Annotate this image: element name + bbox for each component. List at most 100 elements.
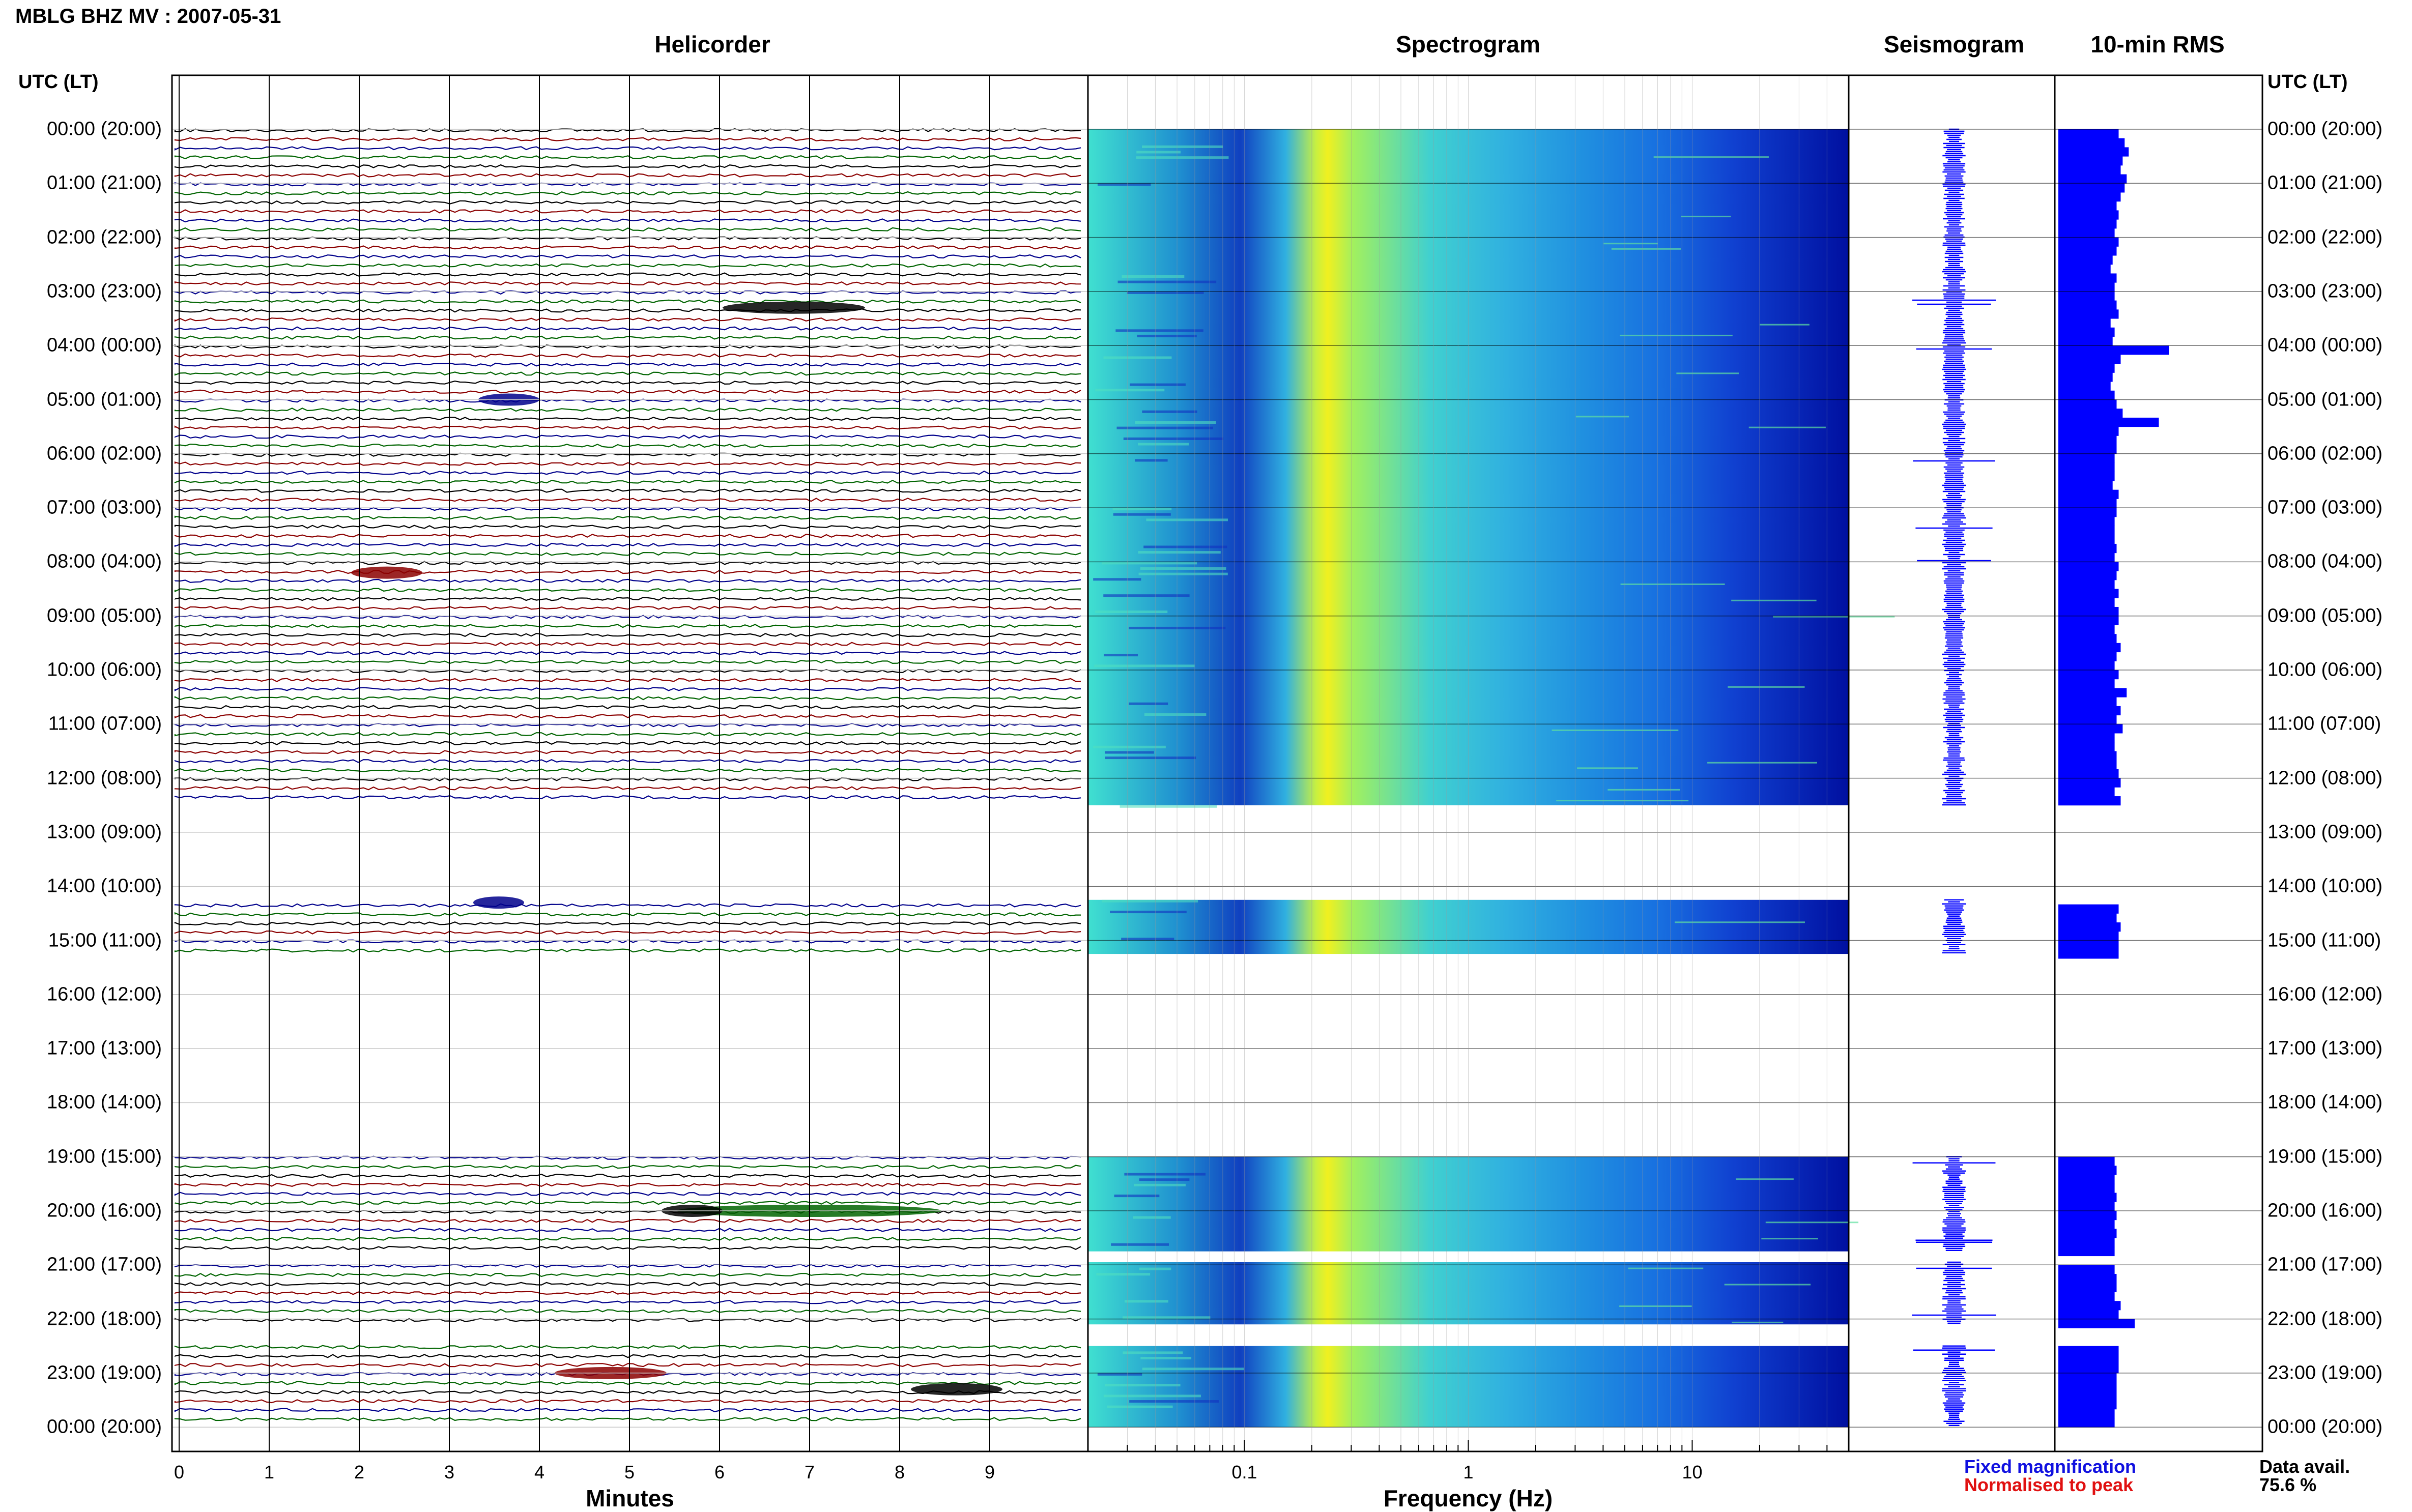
- spectrogram-streak: [1103, 594, 1190, 597]
- time-label-right: 01:00 (21:00): [2267, 172, 2383, 194]
- rms-bar: [2058, 472, 2115, 481]
- spectrogram-streak: [1707, 762, 1817, 764]
- rms-bar: [2058, 219, 2117, 229]
- rms-bar: [2058, 174, 2127, 184]
- rms-bar: [2058, 1418, 2115, 1428]
- rms-title: 10-min RMS: [2090, 31, 2225, 57]
- rms-bar: [2058, 949, 2119, 959]
- spectrogram-streak: [1603, 243, 1658, 245]
- rms-bar: [2058, 931, 2119, 941]
- rms-bar: [2058, 1175, 2115, 1184]
- spectrogram-streak: [1123, 1316, 1211, 1319]
- grid-lines: [172, 75, 2262, 1451]
- time-label-left: 15:00 (11:00): [48, 929, 162, 951]
- helicorder-line: [174, 191, 1081, 196]
- helicorder-line: [174, 525, 1081, 529]
- helicorder-line: [174, 561, 1081, 565]
- rms-bar: [2058, 769, 2119, 779]
- helicorder-line: [174, 1245, 1081, 1251]
- rms-bar: [2058, 409, 2123, 418]
- spectrogram-streak: [1097, 183, 1151, 186]
- helicorder-line: [174, 416, 1081, 421]
- helicorder-line: [174, 759, 1081, 764]
- time-label-left: 22:00 (18:00): [46, 1308, 162, 1330]
- time-label-left: 08:00 (04:00): [46, 550, 162, 572]
- helicorder-line: [174, 479, 1081, 484]
- rms-bar: [2058, 228, 2115, 238]
- helicorder-line: [174, 1272, 1081, 1277]
- spectrogram-streak: [1121, 938, 1174, 941]
- helicorder-line: [174, 263, 1081, 268]
- helicorder-line: [174, 1309, 1081, 1313]
- helicorder-line: [174, 695, 1081, 701]
- spectrogram-streak: [1135, 459, 1168, 462]
- spectrogram-streak: [1093, 578, 1141, 581]
- spectrogram-streak: [1724, 1284, 1811, 1286]
- helicorder-line: [174, 254, 1081, 259]
- spectrogram-streak: [1119, 805, 1217, 808]
- rms-bar: [2058, 336, 2113, 346]
- rms-bar: [2058, 390, 2115, 400]
- spectrogram-streak: [1142, 410, 1197, 413]
- seismic-event: [473, 896, 524, 909]
- helicorder-line: [174, 498, 1081, 502]
- seismogram-trace: [1912, 128, 1996, 1427]
- helicorder-line: [174, 578, 1081, 583]
- seismogram-segment: [1912, 128, 1996, 806]
- spectrogram-streak: [1138, 572, 1228, 575]
- rms-bar: [2058, 543, 2117, 554]
- spectrogram-streak: [1116, 426, 1214, 429]
- rms-bar: [2058, 706, 2121, 716]
- spectrogram-streak: [1138, 443, 1189, 446]
- rms-bar: [2058, 156, 2123, 166]
- helicorder-line: [174, 1354, 1081, 1358]
- time-label-right: 03:00 (23:00): [2267, 280, 2383, 302]
- rms-bar: [2058, 246, 2117, 256]
- rms-bar: [2058, 354, 2121, 364]
- time-label-left: 17:00 (13:00): [46, 1037, 162, 1059]
- rms-bar: [2058, 183, 2125, 193]
- rms-bar: [2058, 904, 2119, 914]
- rms-bar: [2058, 1409, 2115, 1418]
- rms-bar: [2058, 372, 2113, 382]
- spectrogram-streak: [1105, 751, 1154, 754]
- rms-bar: [2058, 796, 2121, 806]
- spectrogram-streak: [1106, 1405, 1173, 1408]
- spectrogram-title: Spectrogram: [1396, 31, 1540, 57]
- rms-bar: [2058, 606, 2119, 617]
- rms-bar: [2058, 382, 2111, 391]
- minute-tick-label: 7: [804, 1462, 815, 1482]
- helicorder-line: [174, 605, 1081, 610]
- helicorder-line: [174, 948, 1081, 953]
- helicorder-line: [174, 768, 1081, 773]
- helicorder-line: [174, 705, 1081, 710]
- rms-bar: [2058, 598, 2115, 607]
- time-label-left: 14:00 (10:00): [46, 875, 162, 897]
- spectrogram-streak: [1129, 626, 1226, 629]
- helicorder-line: [174, 209, 1081, 214]
- spectrogram-streak: [1139, 1178, 1190, 1181]
- time-label-right: 19:00 (15:00): [2267, 1146, 2383, 1168]
- spectrogram-streak: [1115, 329, 1203, 332]
- rms-bar: [2058, 147, 2129, 157]
- rms-bar: [2058, 445, 2117, 454]
- helicorder-line: [174, 173, 1081, 178]
- rms-bar: [2058, 489, 2119, 499]
- rms-bar: [2058, 1246, 2115, 1257]
- seismic-event: [723, 301, 865, 314]
- rms-bar: [2058, 1238, 2115, 1247]
- time-label-right: 09:00 (05:00): [2267, 605, 2383, 627]
- rms-bar: [2058, 1265, 2115, 1274]
- seismogram-segment: [1912, 1156, 1996, 1251]
- spectrogram-streak: [1117, 280, 1217, 283]
- spectrogram-streak: [1110, 911, 1187, 914]
- helicorder-line: [174, 389, 1081, 394]
- rms-bar: [2058, 670, 2119, 680]
- helicorder-line: [174, 155, 1081, 160]
- minute-tick-label: 6: [714, 1462, 725, 1482]
- time-label-left: 00:00 (20:00): [46, 1416, 162, 1438]
- time-label-left: 11:00 (07:00): [48, 713, 162, 735]
- seismogram-segment: [1942, 899, 1966, 954]
- rms-bar: [2058, 1283, 2117, 1292]
